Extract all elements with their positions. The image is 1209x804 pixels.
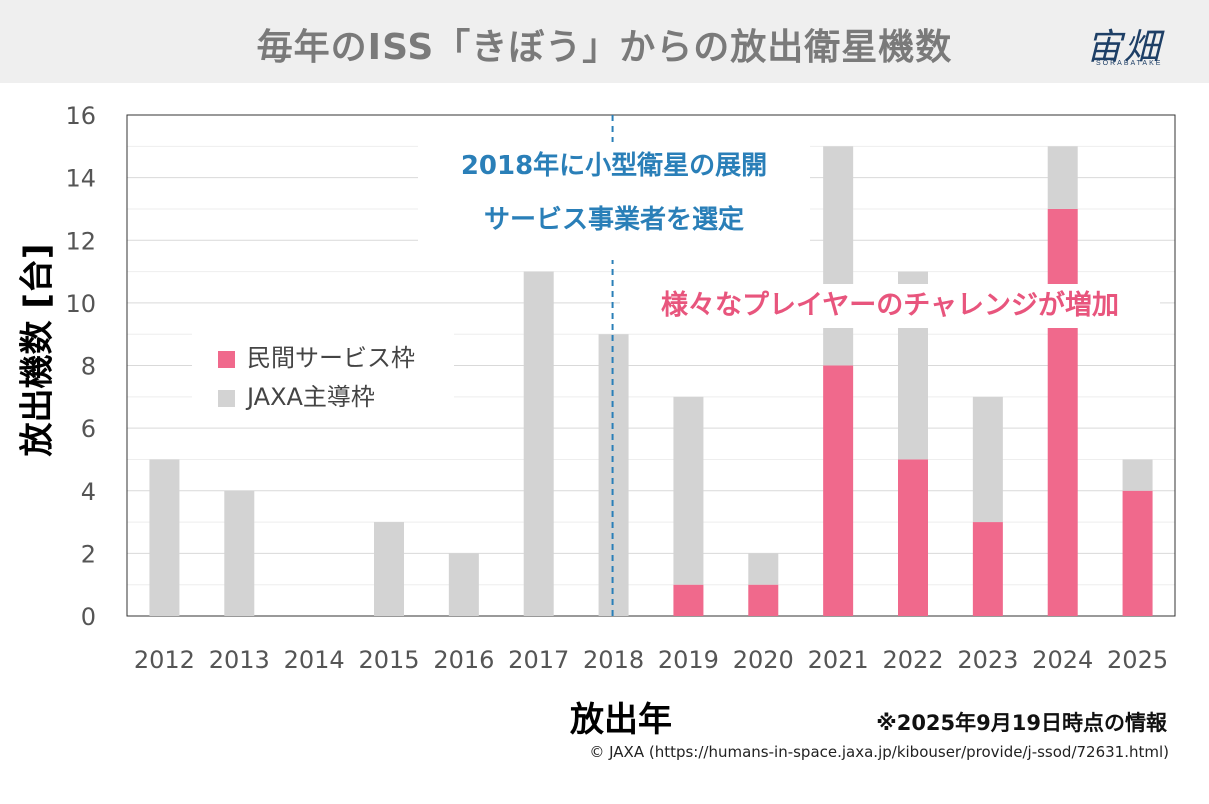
y-tick-label: 10 [65, 290, 96, 318]
bar-private-2021 [823, 365, 854, 616]
x-tick-label: 2021 [808, 646, 869, 674]
bar-private-2024 [1047, 208, 1078, 616]
bar-jaxa-2012 [149, 459, 180, 616]
x-tick-label: 2020 [733, 646, 794, 674]
y-tick-label: 8 [81, 353, 96, 381]
bar-jaxa-2018 [598, 334, 629, 616]
x-tick-label: 2025 [1107, 646, 1168, 674]
bar-jaxa-2013 [224, 490, 255, 616]
bar-private-2019 [673, 584, 704, 616]
x-tick-label: 2014 [284, 646, 345, 674]
bar-jaxa-2021 [823, 146, 854, 366]
plot-area-frame [126, 114, 1176, 617]
logo-subtext: SORABATAKE [1096, 60, 1163, 67]
sorabatake-logo: 宙畑 SORABATAKE [1082, 18, 1182, 72]
annotation-2018-line1: 2018年に小型衛星の展開 [460, 151, 768, 181]
bar-private-2025 [1122, 490, 1153, 616]
source-credit: © JAXA (https://humans-in-space.jaxa.jp/… [589, 743, 1169, 761]
x-axis-title: 放出年 [570, 700, 672, 740]
x-tick-label: 2022 [882, 646, 943, 674]
y-tick-label: 2 [81, 540, 96, 568]
x-tick-label: 2018 [583, 646, 644, 674]
bar-jaxa-2023 [972, 396, 1003, 523]
annotation-2018-line2: サービス事業者を選定 [483, 205, 744, 235]
bar-private-2022 [898, 459, 928, 616]
x-tick-label: 2015 [358, 646, 419, 674]
x-tick-label: 2019 [658, 646, 719, 674]
y-tick-label: 6 [81, 415, 96, 443]
bar-jaxa-2020 [748, 553, 779, 585]
y-tick-label: 14 [65, 165, 96, 193]
legend-swatch-jaxa [218, 389, 235, 407]
bar-jaxa-2017 [523, 271, 554, 616]
x-tick-label: 2023 [957, 646, 1018, 674]
bar-jaxa-2025 [1122, 459, 1153, 491]
bar-jaxa-2024 [1047, 146, 1078, 209]
legend: 民間サービス枠 JAXA主導枠 [192, 332, 454, 411]
chart-title: 毎年のISS「きぼう」からの放出衛星機数 [256, 27, 953, 68]
bar-private-2023 [972, 522, 1003, 616]
bar-private-2020 [748, 584, 779, 616]
y-tick-label: 12 [65, 227, 96, 255]
annotation-2018: 2018年に小型衛星の展開 サービス事業者を選定 [418, 142, 810, 260]
y-axis-title: 放出機数 [台] [17, 243, 58, 457]
x-tick-label: 2013 [209, 646, 270, 674]
bar-jaxa-2016 [448, 553, 479, 616]
legend-label-private: 民間サービス枠 [247, 344, 415, 372]
title-bar [0, 0, 1209, 83]
logo-text: 宙畑 [1086, 27, 1163, 68]
legend-label-jaxa: JAXA主導枠 [247, 383, 375, 411]
bar-jaxa-2019 [673, 396, 704, 585]
x-tick-label: 2017 [508, 646, 569, 674]
x-tick-label: 2016 [433, 646, 494, 674]
legend-swatch-private [218, 350, 235, 368]
x-tick-label: 2024 [1032, 646, 1093, 674]
bar-jaxa-2015 [374, 522, 404, 616]
annotation-increase: 様々なプレイヤーのチャレンジが増加 [620, 284, 1160, 328]
legend-item-jaxa: JAXA主導枠 [218, 377, 375, 411]
info-date-note: ※2025年9月19日時点の情報 [876, 711, 1167, 735]
legend-item-private: 民間サービス枠 [218, 338, 415, 372]
y-tick-label: 0 [81, 603, 96, 631]
y-tick-label: 16 [65, 102, 96, 130]
x-tick-label: 2012 [134, 646, 195, 674]
y-tick-label: 4 [81, 478, 96, 506]
